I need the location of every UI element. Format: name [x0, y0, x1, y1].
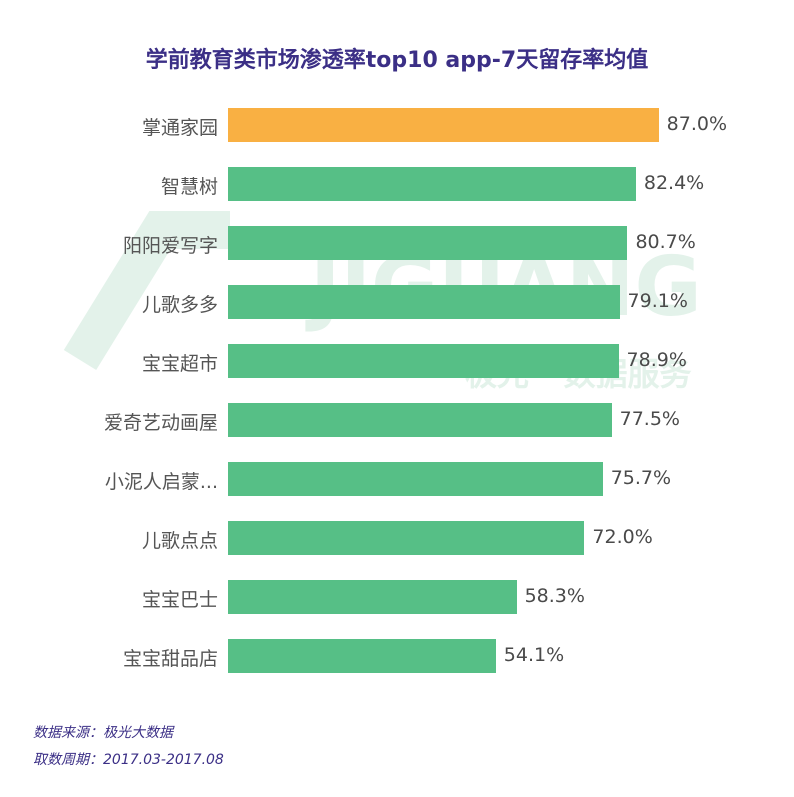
category-label: 爱奇艺动画屋 [103, 412, 218, 434]
category-label: 智慧树 [160, 176, 218, 198]
bar [228, 462, 603, 496]
bar [228, 639, 496, 673]
data-period: 取数周期：2017.03-2017.08 [33, 752, 224, 768]
category-label: 宝宝甜品店 [122, 648, 218, 670]
category-label: 宝宝超市 [141, 353, 218, 375]
value-label: 80.7% [635, 231, 696, 253]
bar [228, 226, 628, 260]
category-label: 掌通家园 [141, 117, 218, 139]
value-label: 75.7% [610, 467, 672, 489]
value-label: 77.5% [619, 408, 680, 430]
category-label: 阳阳爱写字 [122, 235, 218, 257]
category-label: 小泥人启蒙... [104, 471, 218, 493]
value-label: 58.3% [524, 585, 585, 607]
chart-title: 学前教育类市场渗透率top10 app-7天留存率均值 [145, 48, 649, 73]
value-label: 87.0% [666, 113, 727, 135]
bar [228, 285, 620, 319]
bar [228, 108, 659, 142]
value-label: 54.1% [503, 644, 565, 666]
data-source: 数据来源：极光大数据 [33, 725, 173, 741]
value-label: 82.4% [643, 172, 705, 194]
value-label: 78.9% [626, 349, 687, 371]
value-label: 72.0% [592, 526, 653, 548]
bar [228, 344, 619, 378]
bar [228, 521, 585, 555]
category-label: 儿歌多多 [141, 294, 218, 316]
value-label: 79.1% [627, 290, 688, 312]
category-label: 儿歌点点 [141, 530, 218, 552]
bar [228, 580, 517, 614]
bar [228, 167, 636, 201]
category-label: 宝宝巴士 [141, 589, 218, 611]
bar [228, 403, 612, 437]
